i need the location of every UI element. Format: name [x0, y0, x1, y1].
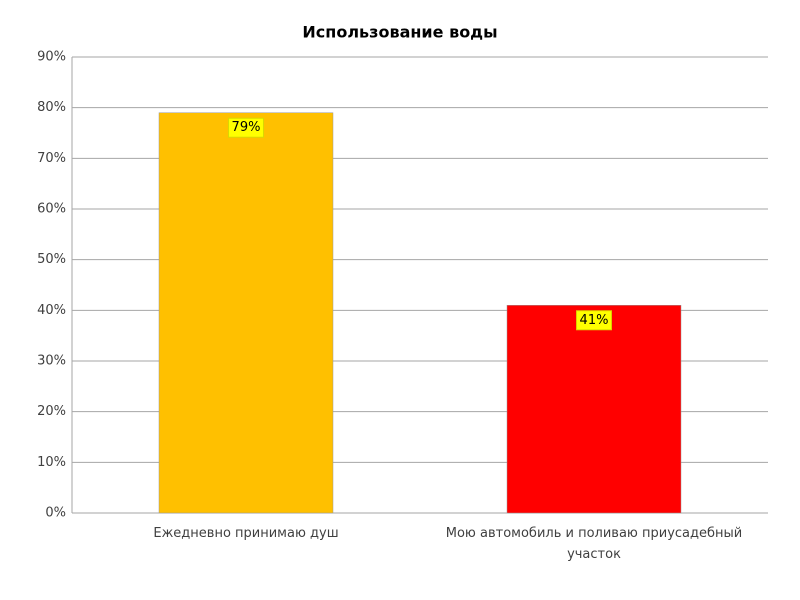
y-tick-label: 20% — [37, 404, 66, 419]
data-label: 79% — [232, 120, 261, 135]
x-tick-label: Ежедневно принимаю душ — [153, 526, 339, 541]
y-tick-label: 90% — [37, 50, 66, 65]
y-tick-label: 80% — [37, 100, 66, 115]
y-tick-label: 10% — [37, 455, 66, 470]
bar — [158, 112, 334, 514]
data-label-box — [228, 117, 264, 138]
y-tick-label: 60% — [37, 202, 66, 217]
y-tick-label: 70% — [37, 151, 66, 166]
bar — [506, 305, 682, 514]
data-label: 41% — [580, 313, 609, 328]
y-tick-label: 50% — [37, 252, 66, 267]
y-tick-label: 0% — [45, 506, 66, 521]
data-label-box — [576, 310, 612, 331]
data-label-group: 41% — [576, 310, 612, 331]
data-label-group: 79% — [228, 117, 264, 138]
chart-title: Использование воды — [302, 23, 497, 42]
y-tick-label: 40% — [37, 303, 66, 318]
y-tick-label: 30% — [37, 354, 66, 369]
x-tick-label: Мою автомобиль и поливаю приусадебный уч… — [445, 526, 743, 562]
